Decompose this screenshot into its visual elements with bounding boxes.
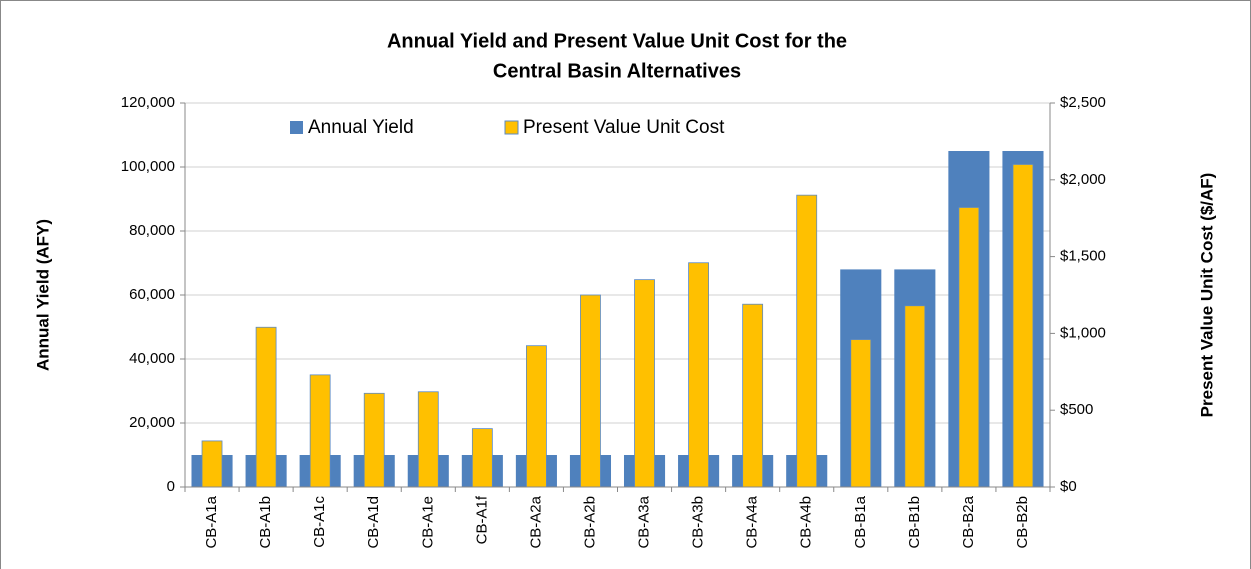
y2-axis-title: Present Value Unit Cost ($/AF) [1197, 173, 1216, 418]
chart-title: Central Basin Alternatives [493, 60, 741, 82]
x-tick-label: CB-A1a [203, 495, 220, 548]
bar [634, 279, 655, 488]
x-tick-label: CB-B2a [960, 495, 977, 548]
y2-tick-label: $1,500 [1060, 248, 1106, 265]
x-tick-label: CB-A3a [636, 495, 653, 548]
y2-tick-label: $0 [1060, 478, 1077, 495]
x-tick-label: CB-A4a [744, 495, 761, 548]
x-tick-label: CB-A1c [311, 496, 328, 548]
bar [471, 428, 493, 488]
bar [904, 305, 926, 488]
y2-tick-label: $2,000 [1060, 171, 1106, 188]
x-tick-label: CB-A2b [581, 496, 598, 549]
x-tick-label: CB-A4b [798, 496, 815, 549]
x-tick-label: CB-B2b [1014, 496, 1031, 549]
bar [850, 339, 872, 488]
x-tick-label: CB-A1f [473, 495, 490, 544]
bar [201, 440, 223, 488]
y2-tick-label: $2,500 [1060, 94, 1106, 111]
y2-tick-label: $500 [1060, 401, 1093, 418]
x-tick-label: CB-A3b [690, 496, 707, 549]
y-tick-label: 40,000 [129, 350, 175, 367]
y-tick-label: 0 [167, 478, 175, 495]
legend-swatch [504, 120, 519, 135]
x-tick-label: CB-B1b [906, 496, 923, 549]
bar [796, 194, 818, 488]
legend-label: Annual Yield [308, 117, 414, 138]
y-tick-label: 20,000 [129, 414, 175, 431]
legend-swatch [290, 121, 303, 134]
y-tick-label: 100,000 [121, 158, 175, 175]
bar [526, 345, 547, 488]
bar [417, 391, 439, 488]
x-tick-label: CB-A1e [419, 496, 436, 549]
bar [688, 262, 709, 488]
bar [363, 392, 385, 488]
x-tick-label: CB-A1d [365, 496, 382, 549]
y-axis-title: Annual Yield (AFY) [33, 219, 52, 371]
y-tick-label: 60,000 [129, 286, 175, 303]
chart-title: Annual Yield and Present Value Unit Cost… [387, 30, 847, 52]
y-tick-label: 120,000 [121, 94, 175, 111]
bar [958, 207, 980, 488]
bar [309, 374, 331, 488]
legend-label: Present Value Unit Cost [523, 117, 725, 138]
x-tick-label: CB-A2a [527, 495, 544, 548]
y2-tick-label: $1,000 [1060, 324, 1106, 341]
y-tick-label: 80,000 [129, 222, 175, 239]
x-tick-label: CB-B1a [852, 495, 869, 548]
x-tick-label: CB-A1b [257, 496, 274, 549]
bar [255, 326, 277, 488]
bar [580, 294, 601, 488]
bar [1012, 164, 1034, 488]
bar [742, 303, 764, 488]
